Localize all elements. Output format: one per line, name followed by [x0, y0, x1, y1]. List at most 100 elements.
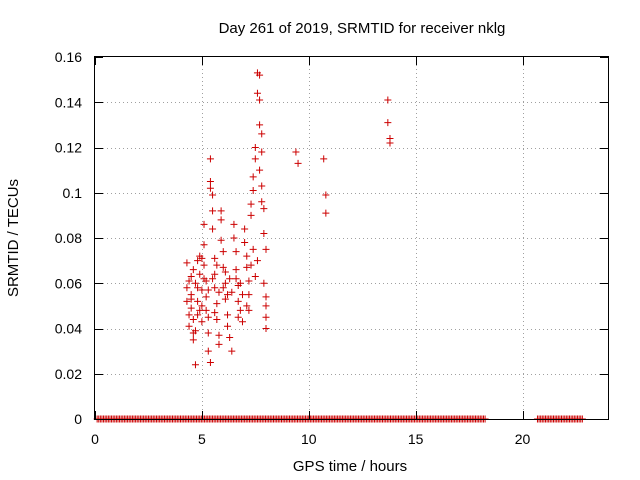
data-point: [206, 184, 214, 192]
data-point: [209, 207, 217, 215]
data-point: [232, 248, 240, 256]
data-point: [256, 166, 264, 174]
y-tick-labels: 0 0.02 0.04 0.06 0.08 0.1 0.12 0.14 0.16: [55, 49, 82, 427]
data-point: [245, 306, 253, 314]
data-point: [194, 297, 202, 305]
data-point: [202, 293, 210, 301]
data-point: [194, 284, 202, 292]
data-point: [200, 220, 208, 228]
data-point: [253, 257, 261, 265]
data-point: [258, 130, 266, 138]
data-point: [185, 277, 193, 285]
data-point: [234, 313, 242, 321]
data-point: [209, 191, 217, 199]
x-tick-labels: 0 5 10 15 20: [91, 431, 530, 447]
data-point: [322, 191, 330, 199]
data-point: [260, 205, 268, 213]
data-point: [215, 340, 223, 348]
data-point: [221, 268, 229, 276]
data-point: [221, 295, 229, 303]
data-point: [260, 229, 268, 237]
data-point: [183, 259, 191, 267]
data-point: [213, 261, 221, 269]
data-point: [256, 121, 264, 129]
y-tick-label: 0.04: [55, 321, 82, 337]
data-point: [211, 309, 219, 317]
data-point: [232, 266, 240, 274]
data-point: [209, 225, 217, 233]
y-axis-label: SRMTID / TECUs: [5, 179, 22, 297]
data-point: [262, 302, 270, 310]
data-point: [189, 336, 197, 344]
data-point: [230, 234, 238, 242]
data-point: [262, 313, 270, 321]
data-point: [204, 329, 212, 337]
data-point: [185, 322, 193, 330]
y-tick-label: 0.16: [55, 49, 82, 65]
data-point: [204, 286, 212, 294]
data-point: [211, 254, 219, 262]
data-point: [219, 284, 227, 292]
ticks: [95, 57, 608, 420]
data-point: [249, 186, 257, 194]
data-point: [251, 144, 259, 151]
data-point: [228, 288, 236, 296]
data-point: [294, 159, 302, 167]
data-point: [224, 291, 232, 299]
data-point: [202, 306, 210, 314]
y-tick-label: 0.1: [63, 185, 83, 201]
data-point: [215, 288, 223, 296]
data-point: [200, 275, 208, 283]
data-point: [213, 315, 221, 323]
data-point: [198, 302, 206, 310]
data-point: [249, 245, 257, 253]
data-point: [247, 200, 255, 208]
data-point: [198, 286, 206, 294]
data-point: [200, 261, 208, 269]
data-point: [238, 318, 246, 326]
data-point: [226, 334, 234, 342]
data-point: [191, 279, 199, 287]
y-tick-label: 0.14: [55, 94, 82, 110]
data-point: [191, 361, 199, 369]
data-point: [194, 257, 202, 265]
data-point: [249, 173, 257, 181]
data-point: [262, 325, 270, 332]
data-point: [238, 291, 246, 299]
data-point: [260, 279, 268, 287]
data-point: [198, 254, 206, 262]
data-point: [247, 261, 255, 269]
data-point: [189, 266, 197, 274]
data-point: [226, 275, 234, 283]
data-point: [215, 331, 223, 339]
data-point: [262, 245, 270, 253]
data-point: [228, 347, 236, 355]
y-tick-label: 0.02: [55, 366, 82, 382]
x-tick-label: 5: [198, 431, 206, 447]
data-point: [224, 322, 232, 330]
data-point: [221, 279, 229, 287]
x-tick-label: 0: [91, 431, 99, 447]
data-point: [384, 96, 392, 104]
data-point: [196, 306, 204, 314]
data-point: [206, 155, 214, 163]
data-point: [243, 302, 251, 310]
data-point: [251, 155, 259, 163]
data-point: [217, 216, 225, 224]
data-point: [198, 318, 206, 326]
data-point: [243, 263, 251, 271]
data-point: [384, 119, 392, 127]
y-tick-label: 0.06: [55, 275, 82, 291]
data-point: [386, 139, 394, 147]
data-point: [191, 327, 199, 335]
data-point: [209, 275, 217, 283]
data-point: [206, 177, 214, 185]
x-tick-label: 15: [408, 431, 424, 447]
data-point: [224, 311, 232, 319]
data-point: [258, 148, 266, 156]
data-point: [187, 272, 195, 280]
data-point: [253, 89, 261, 97]
plot-frame: [94, 56, 609, 420]
data-point: [256, 96, 264, 104]
